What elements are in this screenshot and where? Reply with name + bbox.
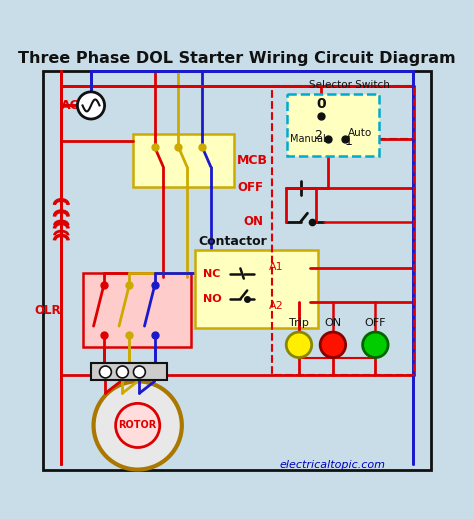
- Text: 2: 2: [315, 129, 322, 142]
- Text: Contactor: Contactor: [198, 235, 267, 248]
- Circle shape: [134, 366, 146, 378]
- Circle shape: [286, 332, 312, 358]
- Circle shape: [363, 332, 388, 358]
- Bar: [280, 274, 285, 301]
- Text: OLR: OLR: [35, 304, 61, 317]
- Text: NO: NO: [203, 294, 222, 304]
- Bar: [287, 94, 379, 156]
- Text: ON: ON: [324, 318, 341, 328]
- Text: Manual: Manual: [290, 133, 325, 144]
- Bar: [272, 86, 414, 375]
- Text: ON: ON: [243, 215, 264, 228]
- Text: Trip: Trip: [289, 318, 309, 328]
- Text: NC: NC: [203, 268, 220, 279]
- Circle shape: [320, 332, 346, 358]
- Text: OFF: OFF: [365, 318, 386, 328]
- Circle shape: [116, 403, 160, 447]
- Text: AC: AC: [61, 99, 80, 112]
- Text: electricaltopic.com: electricaltopic.com: [280, 460, 386, 470]
- Bar: [91, 363, 167, 380]
- Bar: [82, 272, 191, 347]
- Circle shape: [117, 366, 128, 378]
- Text: 1: 1: [344, 135, 352, 148]
- Circle shape: [100, 366, 111, 378]
- Bar: [295, 274, 301, 301]
- Text: OFF: OFF: [237, 181, 264, 194]
- Bar: [302, 274, 308, 301]
- Bar: [287, 274, 293, 301]
- Circle shape: [93, 381, 182, 470]
- Circle shape: [77, 92, 105, 119]
- Text: ROTOR: ROTOR: [118, 420, 157, 430]
- Text: Auto: Auto: [348, 128, 372, 139]
- Text: Selector Switch: Selector Switch: [310, 79, 390, 90]
- Text: Three Phase DOL Starter Wiring Circuit Diagram: Three Phase DOL Starter Wiring Circuit D…: [18, 51, 456, 66]
- Text: 0: 0: [316, 97, 326, 111]
- Bar: [194, 250, 318, 328]
- Text: A2: A2: [269, 301, 284, 311]
- Text: MCB: MCB: [237, 154, 268, 167]
- Bar: [134, 134, 234, 187]
- Text: A1: A1: [269, 262, 284, 272]
